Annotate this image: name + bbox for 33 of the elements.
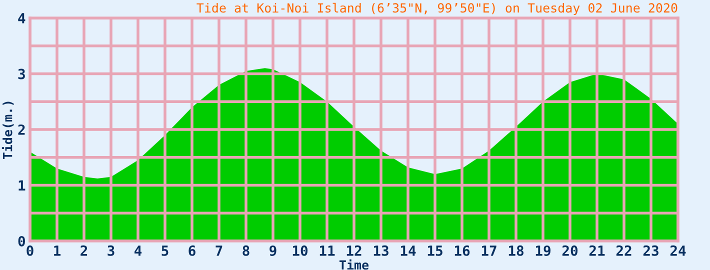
y-tick-label: 1 [18, 180, 26, 191]
x-tick-label: 16 [454, 245, 470, 256]
x-tick-label: 10 [292, 245, 308, 256]
chart-title: Tide at Koi-Noi Island (6’35"N, 99’50"E) on Tuesday 02 June 2020 [196, 2, 678, 16]
x-tick-label: 7 [216, 246, 222, 256]
x-tick-label: 24 [670, 245, 686, 256]
x-tick-label: 1 [54, 246, 61, 256]
y-tick-label: 4 [18, 13, 26, 24]
x-tick-label: 14 [400, 246, 416, 256]
x-tick-label: 23 [643, 245, 658, 256]
x-tick-label: 20 [562, 245, 578, 256]
x-tick-label: 15 [428, 246, 442, 256]
x-tick-label: 8 [242, 245, 250, 256]
x-tick-label: 11 [320, 246, 335, 256]
x-tick-label: 9 [270, 246, 276, 256]
x-tick-label: 6 [188, 245, 196, 256]
x-tick-label: 17 [482, 246, 496, 256]
x-tick-label: 2 [80, 245, 88, 256]
x-tick-label: 5 [162, 246, 168, 256]
x-tick-label: 3 [108, 245, 114, 256]
x-tick-label: 19 [536, 246, 550, 256]
y-tick-label: 0 [18, 236, 25, 246]
x-tick-label: 18 [508, 245, 524, 256]
x-tick-label: 12 [346, 245, 362, 256]
y-tick-label: 3 [18, 68, 25, 80]
x-tick-label: 22 [616, 245, 632, 256]
x-tick-label: 21 [589, 245, 605, 256]
x-axis-title: Time [340, 259, 369, 270]
x-tick-label: 0 [26, 245, 34, 256]
y-tick-label: 2 [18, 124, 25, 135]
x-tick-label: 13 [374, 245, 388, 256]
y-axis-title: Tide(m.) [2, 102, 14, 160]
x-tick-label: 4 [134, 246, 142, 256]
